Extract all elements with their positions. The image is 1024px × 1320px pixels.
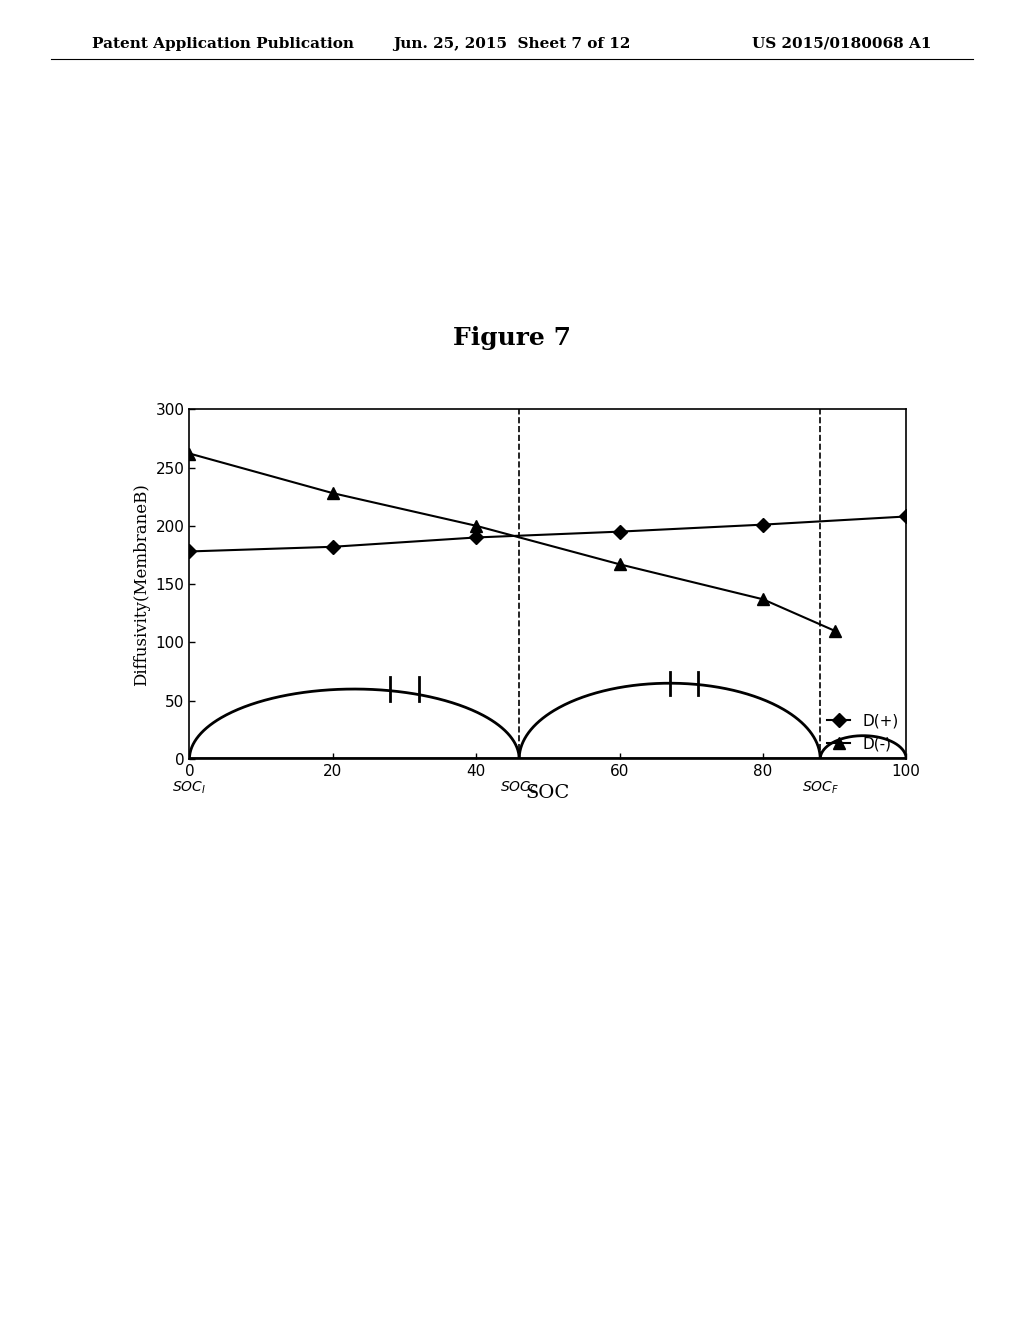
Text: US 2015/0180068 A1: US 2015/0180068 A1 (753, 37, 932, 51)
D(+) (900, 508, 912, 524)
Text: $SOC_F$: $SOC_F$ (802, 780, 839, 796)
D(-) (828, 623, 841, 639)
Y-axis label: Diffusivity(MembraneB): Diffusivity(MembraneB) (133, 483, 151, 685)
Text: $SOC_C$: $SOC_C$ (500, 780, 539, 796)
D(+) (613, 524, 626, 540)
Line: D(-): D(-) (184, 447, 840, 636)
D(+) (470, 529, 482, 545)
D(-) (327, 486, 339, 502)
Text: Jun. 25, 2015  Sheet 7 of 12: Jun. 25, 2015 Sheet 7 of 12 (393, 37, 631, 51)
D(-) (757, 591, 769, 607)
Line: D(+): D(+) (184, 512, 911, 556)
Text: Patent Application Publication: Patent Application Publication (92, 37, 354, 51)
D(-) (470, 517, 482, 533)
D(-) (613, 556, 626, 572)
Text: Figure 7: Figure 7 (453, 326, 571, 350)
D(+) (327, 539, 339, 554)
Text: $SOC_I$: $SOC_I$ (172, 780, 207, 796)
D(+) (757, 516, 769, 532)
Legend: D(+), D(-): D(+), D(-) (827, 714, 899, 751)
D(-) (183, 446, 196, 462)
X-axis label: SOC: SOC (525, 784, 570, 803)
D(+) (183, 544, 196, 560)
